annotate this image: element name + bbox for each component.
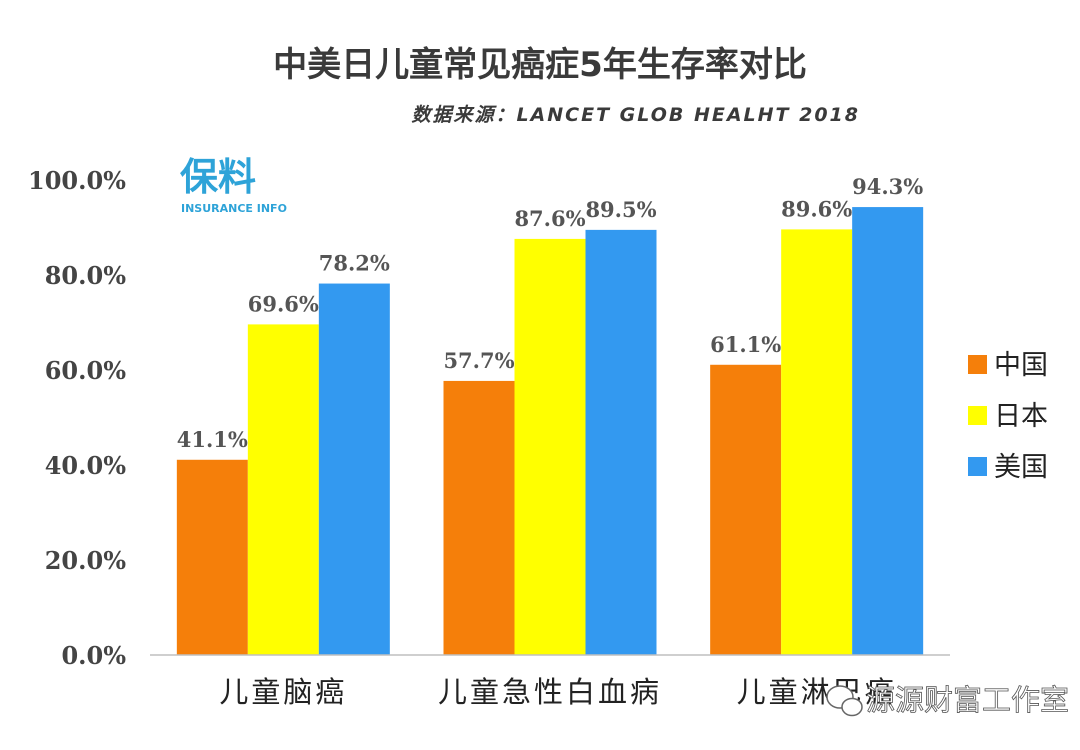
x-axis: 儿童脑癌 儿童急性白血病 儿童淋巴癌 <box>219 675 897 709</box>
data-label: 78.2% <box>319 251 390 276</box>
data-label: 89.6% <box>781 196 852 221</box>
bar <box>176 459 248 655</box>
data-label: 89.5% <box>585 197 656 222</box>
x-category-label: 儿童脑癌 <box>219 675 347 709</box>
y-tick-label: 40.0% <box>45 451 126 480</box>
bar <box>585 229 657 655</box>
bar <box>781 229 853 655</box>
data-label: 87.6% <box>514 206 585 231</box>
logo-text: 保料 <box>180 155 256 199</box>
legend-swatch <box>968 406 987 425</box>
bar <box>852 207 924 655</box>
wechat-icon <box>826 685 863 717</box>
bar <box>247 324 319 655</box>
y-tick-label: 20.0% <box>45 546 126 575</box>
watermark: 源源财富工作室 <box>826 683 1069 717</box>
data-label: 41.1% <box>177 427 248 452</box>
bar <box>318 283 390 655</box>
legend-label: 日本 <box>994 401 1048 432</box>
logo: 保料 INSURANCE INFO <box>180 155 287 215</box>
watermark-text: 源源财富工作室 <box>866 683 1069 717</box>
bar-series <box>176 207 924 655</box>
data-label: 61.1% <box>710 332 781 357</box>
data-labels: 41.1% 57.7% 61.1% 69.6% 87.6% 89.6% 78.2% 89.5%… <box>177 174 923 452</box>
bar <box>514 238 586 655</box>
legend-label: 中国 <box>994 350 1048 381</box>
bar <box>710 364 782 655</box>
y-tick-label: 100.0% <box>28 166 126 195</box>
chart-title: 中美日儿童常见癌症5年生存率对比 <box>273 45 807 85</box>
data-label: 94.3% <box>852 174 923 199</box>
bar <box>443 380 515 655</box>
chart-subtitle: 数据来源：LANCET GLOB HEALHT 2018 <box>411 104 860 126</box>
legend-swatch <box>968 457 987 476</box>
data-label: 69.6% <box>248 291 319 316</box>
legend-label: 美国 <box>994 452 1048 483</box>
y-tick-label: 60.0% <box>45 356 126 385</box>
y-axis: 0.0% 20.0% 40.0% 60.0% 80.0% 100.0% <box>28 166 126 670</box>
logo-subtitle: INSURANCE INFO <box>181 202 287 215</box>
y-tick-label: 0.0% <box>61 641 126 670</box>
legend-swatch <box>968 355 987 374</box>
y-tick-label: 80.0% <box>45 261 126 290</box>
x-category-label: 儿童急性白血病 <box>438 675 662 709</box>
data-label: 57.7% <box>443 348 514 373</box>
x-category-label: 儿童淋巴癌 <box>737 675 897 709</box>
